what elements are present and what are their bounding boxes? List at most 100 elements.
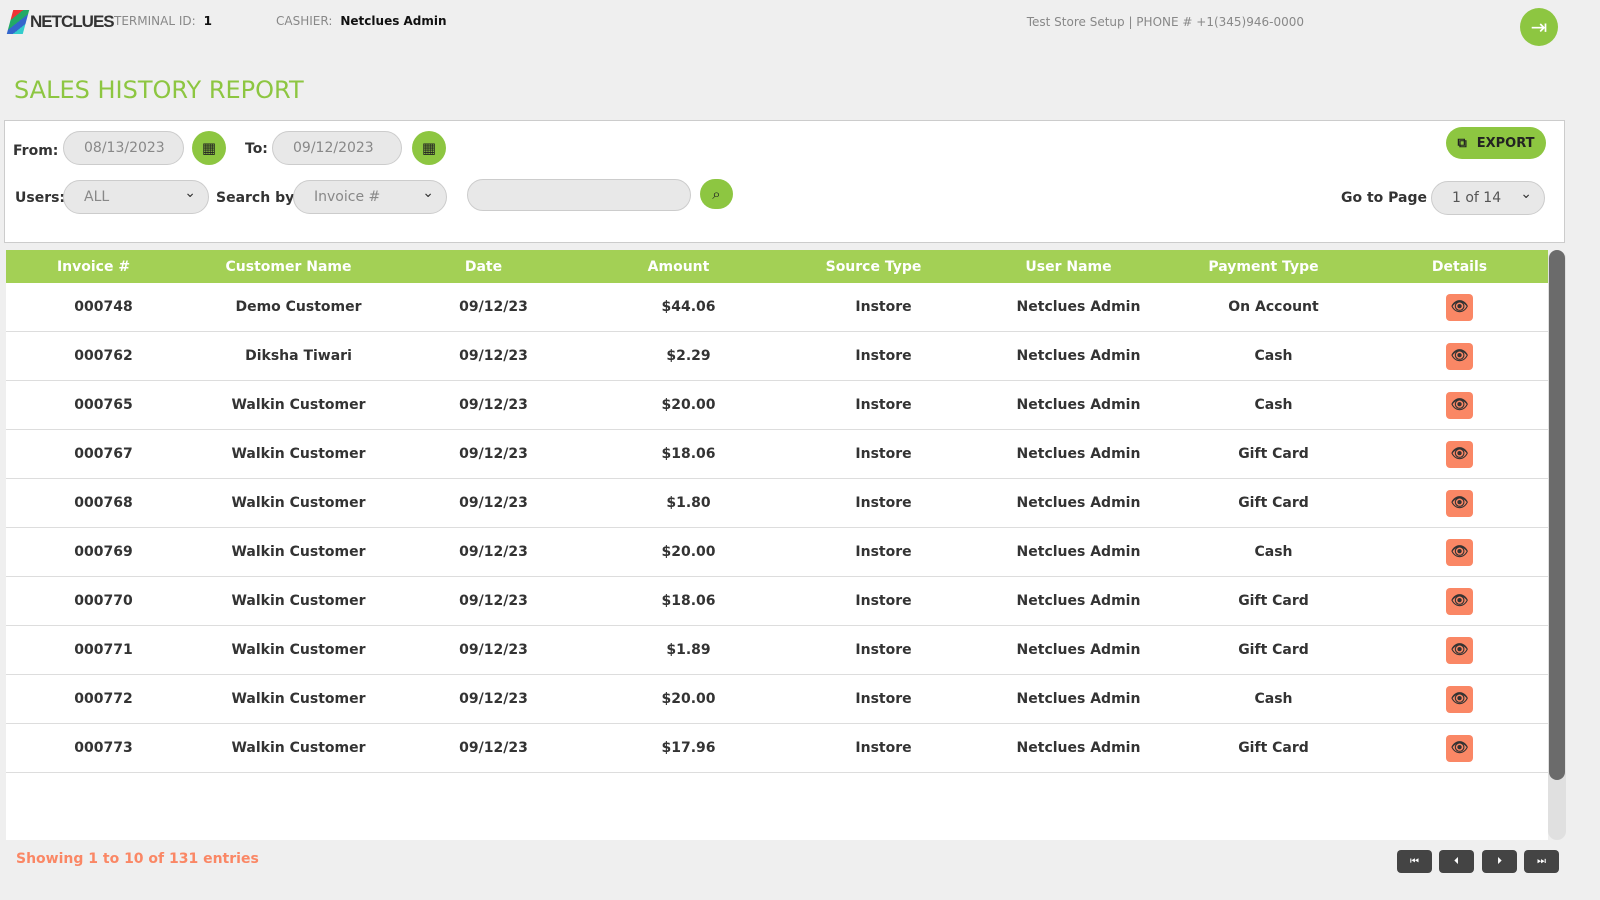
- cell-customer: Walkin Customer: [231, 691, 366, 707]
- cell-invoice: 000767: [74, 446, 133, 462]
- view-details-button[interactable]: 👁: [1446, 734, 1473, 762]
- terminal-info: TERMINAL ID: 1: [114, 14, 212, 28]
- filter-panel: From: 08/13/2023 ▦ To: 09/12/2023 ▦ ⧉ EXP…: [4, 120, 1565, 243]
- view-details-button[interactable]: 👁: [1446, 293, 1473, 321]
- cell-source: Instore: [855, 348, 912, 364]
- eye-icon: 👁: [1450, 299, 1469, 315]
- cell-user: Netclues Admin: [1016, 397, 1141, 413]
- cell-date: 09/12/23: [459, 299, 528, 315]
- users-label: Users:: [15, 190, 66, 206]
- logout-icon: ⇥: [1530, 15, 1548, 39]
- view-details-button[interactable]: 👁: [1446, 391, 1473, 419]
- table-row: 000762 Diksha Tiwari 09/12/23 $2.29 Instore N…: [6, 332, 1548, 381]
- last-page-button[interactable]: ⏭: [1524, 850, 1559, 873]
- eye-icon: 👁: [1450, 348, 1469, 364]
- table-row: 000769 Walkin Customer 09/12/23 $20.00 Insto…: [6, 528, 1548, 577]
- cell-payment: Gift Card: [1238, 740, 1309, 756]
- cell-payment: Gift Card: [1238, 642, 1309, 658]
- cell-customer: Walkin Customer: [231, 544, 366, 560]
- cell-source: Instore: [855, 593, 912, 609]
- prev-page-icon: ⏴: [1454, 856, 1459, 867]
- eye-icon: 👁: [1450, 495, 1469, 511]
- last-page-icon: ⏭: [1537, 856, 1546, 867]
- eye-icon: 👁: [1450, 544, 1469, 560]
- from-date-input[interactable]: 08/13/2023: [63, 131, 184, 165]
- cell-invoice: 000765: [74, 397, 133, 413]
- table-row: 000765 Walkin Customer 09/12/23 $20.00 Insto…: [6, 381, 1548, 430]
- to-date-input[interactable]: 09/12/2023: [272, 131, 402, 165]
- cell-payment: Gift Card: [1238, 446, 1309, 462]
- cell-payment: On Account: [1228, 299, 1319, 315]
- cashier-info: CASHIER: Netclues Admin: [276, 14, 447, 28]
- eye-icon: 👁: [1450, 740, 1469, 756]
- eye-icon: 👁: [1450, 691, 1469, 707]
- table-row: 000772 Walkin Customer 09/12/23 $20.00 Insto…: [6, 675, 1548, 724]
- cell-customer: Walkin Customer: [231, 495, 366, 511]
- cell-user: Netclues Admin: [1016, 593, 1141, 609]
- search-input[interactable]: [467, 179, 691, 211]
- terminal-id: 1: [203, 14, 213, 28]
- table-row: 000767 Walkin Customer 09/12/23 $18.06 Insto…: [6, 430, 1548, 479]
- cell-source: Instore: [855, 740, 912, 756]
- store-info: Test Store Setup | PHONE # +1(345)946-00…: [1026, 15, 1304, 29]
- scrollbar-thumb[interactable]: [1549, 250, 1565, 780]
- search-button[interactable]: ⌕: [700, 179, 733, 209]
- view-details-button[interactable]: 👁: [1446, 538, 1473, 566]
- page-select[interactable]: 1 of 14: [1431, 181, 1545, 215]
- cell-invoice: 000769: [74, 544, 133, 560]
- cell-user: Netclues Admin: [1016, 495, 1141, 511]
- cell-customer: Demo Customer: [235, 299, 362, 315]
- cell-payment: Gift Card: [1238, 593, 1309, 609]
- cell-source: Instore: [855, 299, 912, 315]
- view-details-button[interactable]: 👁: [1446, 685, 1473, 713]
- view-details-button[interactable]: 👁: [1446, 342, 1473, 370]
- table-row: 000768 Walkin Customer 09/12/23 $1.80 Instor…: [6, 479, 1548, 528]
- next-page-button[interactable]: ⏵: [1482, 850, 1517, 873]
- entries-info: Showing 1 to 10 of 131 entries: [16, 851, 259, 867]
- column-header: Payment Type: [1208, 258, 1319, 275]
- to-label: To:: [245, 141, 268, 157]
- cell-customer: Walkin Customer: [231, 642, 366, 658]
- cell-customer: Diksha Tiwari: [245, 348, 352, 364]
- search-by-select[interactable]: Invoice #: [293, 180, 447, 214]
- table-row: 000771 Walkin Customer 09/12/23 $1.89 Instor…: [6, 626, 1548, 675]
- view-details-button[interactable]: 👁: [1446, 636, 1473, 664]
- to-calendar-button[interactable]: ▦: [412, 131, 446, 165]
- table-row: 000770 Walkin Customer 09/12/23 $18.06 Insto…: [6, 577, 1548, 626]
- cell-source: Instore: [855, 397, 912, 413]
- cell-user: Netclues Admin: [1016, 544, 1141, 560]
- column-header: Customer Name: [225, 258, 352, 275]
- cell-user: Netclues Admin: [1016, 642, 1141, 658]
- cell-amount: $17.96: [661, 740, 716, 756]
- cell-amount: $20.00: [661, 544, 716, 560]
- column-header: User Name: [1025, 258, 1112, 275]
- cell-source: Instore: [855, 495, 912, 511]
- view-details-button[interactable]: 👁: [1446, 440, 1473, 468]
- cell-date: 09/12/23: [459, 348, 528, 364]
- scrollbar[interactable]: [1548, 250, 1566, 840]
- cell-invoice: 000770: [74, 593, 133, 609]
- prev-page-button[interactable]: ⏴: [1439, 850, 1474, 873]
- cell-customer: Walkin Customer: [231, 446, 366, 462]
- cell-date: 09/12/23: [459, 544, 528, 560]
- cell-customer: Walkin Customer: [231, 593, 366, 609]
- search-icon: ⌕: [712, 185, 721, 203]
- cell-amount: $20.00: [661, 397, 716, 413]
- view-details-button[interactable]: 👁: [1446, 489, 1473, 517]
- cell-payment: Gift Card: [1238, 495, 1309, 511]
- table-header: Invoice # Customer Name Date Amount Source T…: [6, 250, 1548, 283]
- from-calendar-button[interactable]: ▦: [192, 131, 226, 165]
- export-icon: ⧉: [1457, 135, 1467, 151]
- first-page-button[interactable]: ⏮: [1397, 850, 1432, 873]
- cell-source: Instore: [855, 691, 912, 707]
- cell-invoice: 000762: [74, 348, 133, 364]
- users-select[interactable]: ALL: [63, 180, 209, 214]
- export-button[interactable]: ⧉ EXPORT: [1446, 127, 1546, 159]
- cell-amount: $18.06: [661, 446, 716, 462]
- logout-button[interactable]: ⇥: [1520, 8, 1558, 46]
- page-title: SALES HISTORY REPORT: [14, 76, 304, 104]
- cell-amount: $1.80: [666, 495, 711, 511]
- cell-amount: $1.89: [666, 642, 711, 658]
- view-details-button[interactable]: 👁: [1446, 587, 1473, 615]
- cell-date: 09/12/23: [459, 642, 528, 658]
